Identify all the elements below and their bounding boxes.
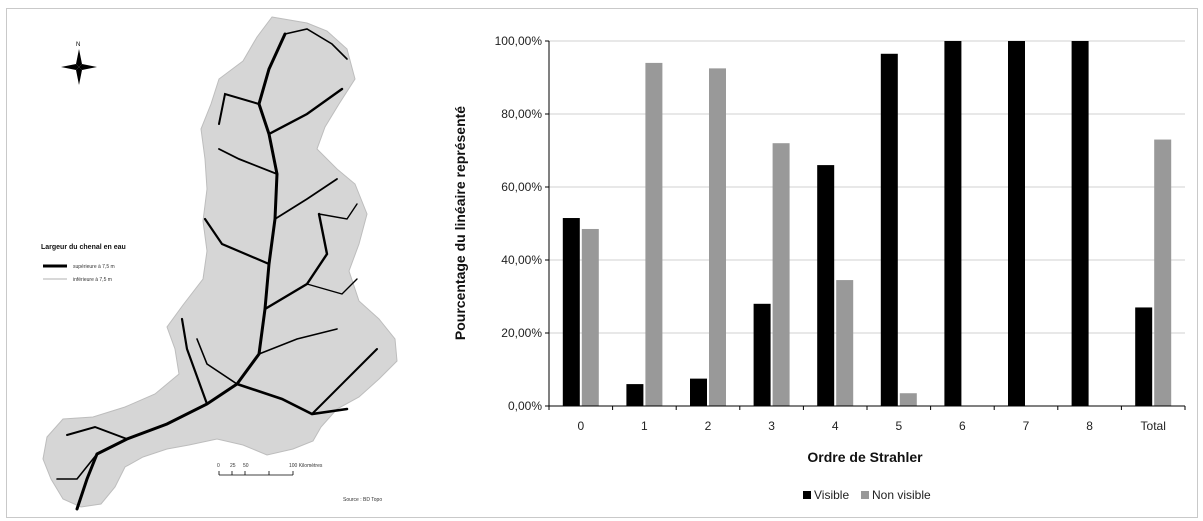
y-tick-label: 40,00%: [501, 253, 542, 267]
map-legend: Largeur du chenal en eau supérieure à 7,…: [41, 244, 126, 283]
scale-bar: 0 25 50 100 Kilomètres: [217, 463, 323, 476]
scale-tick-100: 100 Kilomètres: [289, 463, 323, 469]
x-tick-label: 1: [641, 419, 648, 433]
chart-legend: Visible Non visible: [803, 488, 931, 502]
bar-visible: [817, 165, 835, 406]
x-tick-label: 8: [1086, 419, 1093, 433]
bar-visible: [944, 41, 962, 406]
x-tick-label: Total: [1141, 419, 1166, 433]
x-tick-label: 0: [577, 419, 584, 433]
bar-visible: [626, 384, 644, 406]
map-legend-title: Largeur du chenal en eau: [41, 244, 126, 251]
north-arrow-icon: N: [61, 42, 97, 85]
x-tick-label: 5: [895, 419, 902, 433]
bar-non-visible: [709, 68, 726, 406]
x-tick-label: 2: [705, 419, 712, 433]
bar-non-visible: [1154, 139, 1172, 407]
bar-visible: [690, 378, 707, 406]
y-tick-label: 100,00%: [495, 34, 543, 48]
x-tick-label: 4: [832, 419, 839, 433]
x-tick-label: 6: [959, 419, 966, 433]
legend-label-visible: Visible: [814, 488, 849, 502]
figure-frame: N Largeur du chenal en eau: [6, 8, 1198, 518]
legend-swatch-nonvisible: [861, 491, 869, 499]
y-tick-label: 0,00%: [508, 399, 542, 413]
bar-non-visible: [581, 228, 599, 406]
bar-visible: [1008, 41, 1025, 406]
north-label: N: [76, 42, 80, 48]
y-axis-title: Pourcentage du linéaire représenté: [452, 106, 468, 340]
bar-visible: [1135, 307, 1153, 406]
legend-label-nonvisible: Non visible: [872, 488, 931, 502]
bar-non-visible: [645, 62, 663, 407]
bar-non-visible: [899, 393, 917, 406]
legend-item-wide: supérieure à 7,5 m: [73, 264, 115, 270]
chart-gridlines: [549, 40, 1185, 407]
bar-visible: [753, 303, 771, 406]
scale-tick-50: 50: [243, 463, 249, 469]
river-network: [56, 28, 378, 511]
legend-item-narrow: inférieure à 7,5 m: [73, 277, 112, 283]
bar-visible: [562, 218, 580, 406]
river-map: N Largeur du chenal en eau: [41, 16, 398, 511]
bar-chart: 0,00% 20,00% 40,00% 60,00% 80,00% 100,00% 0 1 2…: [452, 34, 1186, 502]
y-tick-label: 20,00%: [501, 326, 542, 340]
x-axis-title: Ordre de Strahler: [807, 449, 923, 465]
x-tick-label: 7: [1023, 419, 1030, 433]
scale-tick-25: 25: [230, 463, 236, 469]
basin-shape: [42, 16, 398, 508]
y-tick-label: 80,00%: [501, 107, 542, 121]
bar-visible: [1071, 41, 1089, 406]
scale-tick-0: 0: [217, 463, 220, 469]
x-tick-label: 3: [768, 419, 775, 433]
y-tick-label: 60,00%: [501, 180, 542, 194]
bar-non-visible: [836, 280, 854, 406]
chart-bars: [562, 41, 1172, 407]
y-axis: 0,00% 20,00% 40,00% 60,00% 80,00% 100,00%: [495, 34, 550, 413]
legend-swatch-visible: [803, 491, 811, 499]
x-axis: 0 1 2 3 4 5 6 7 8 Total: [548, 405, 1186, 433]
bar-non-visible: [772, 143, 790, 406]
map-source: Source : BD Topo: [343, 497, 382, 503]
bar-visible: [880, 53, 898, 407]
